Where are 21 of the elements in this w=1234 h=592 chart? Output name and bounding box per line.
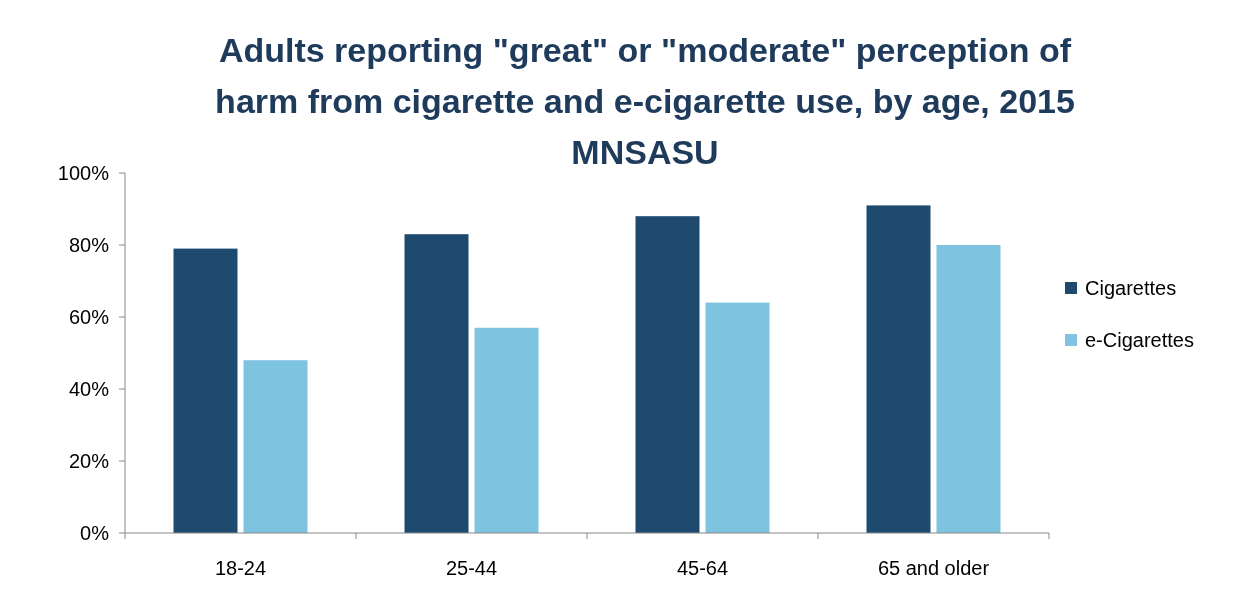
y-tick-label: 80% — [68, 234, 110, 256]
chart-title: Adults reporting "great" or "moderate" perception of harm from cigarette and e-cigarette use, by age, 2015 MNSASU — [215, 31, 1075, 171]
bar — [936, 245, 1001, 533]
y-tick-label: 40% — [68, 378, 110, 400]
x-tick-label: 45-64 — [676, 557, 729, 579]
legend-label: e-Cigarettes — [1085, 329, 1194, 351]
y-tick-label: 20% — [68, 450, 110, 472]
bar — [705, 302, 770, 533]
bar — [866, 205, 931, 533]
legend-label: Cigarettes — [1085, 277, 1177, 299]
bar — [404, 234, 469, 533]
x-tick-label: 25-44 — [445, 557, 498, 579]
y-tick-label: 100% — [57, 162, 110, 184]
bar — [243, 360, 308, 533]
bar — [635, 216, 700, 533]
bar — [474, 327, 539, 533]
bar — [173, 248, 238, 533]
y-tick-label: 0% — [80, 522, 110, 544]
y-tick-label: 60% — [68, 306, 110, 328]
x-tick-label: 18-24 — [214, 557, 267, 579]
x-tick-label: 65 and older — [877, 557, 990, 579]
